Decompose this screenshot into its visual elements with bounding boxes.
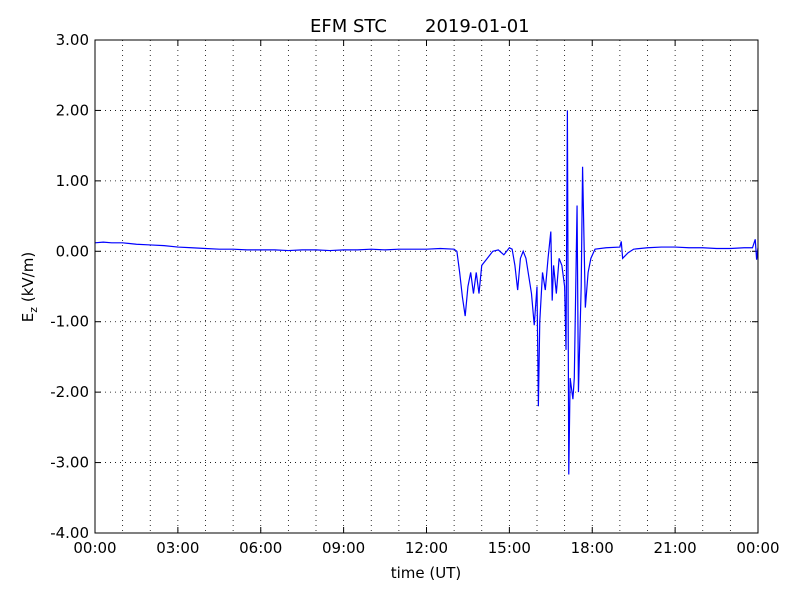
- chart-date: 2019-01-01: [425, 16, 530, 37]
- plot-frame: [94, 39, 759, 534]
- y-tick-label: -2.00: [50, 383, 89, 401]
- data-line: [94, 110, 759, 475]
- x-tick-label: 03:00: [156, 539, 199, 557]
- y-tick-label: -1.00: [50, 313, 89, 331]
- x-tick-label: 21:00: [654, 539, 697, 557]
- y-tick-label: 0.00: [56, 242, 89, 260]
- y-tick-label: 3.00: [56, 31, 89, 49]
- y-axis-label: Ez (kV/m): [19, 252, 40, 322]
- x-tick-label: 09:00: [322, 539, 365, 557]
- x-tick-label: 15:00: [488, 539, 531, 557]
- x-axis-label: time (UT): [391, 564, 462, 582]
- y-tick-label: -3.00: [50, 454, 89, 472]
- chart-title: EFM STC: [310, 16, 387, 37]
- y-tick-label: 2.00: [56, 101, 89, 119]
- x-tick-label: 00:00: [736, 539, 779, 557]
- x-tick-label: 06:00: [239, 539, 282, 557]
- y-tick-label: -4.00: [50, 524, 89, 542]
- x-tick-label: 00:00: [73, 539, 116, 557]
- x-tick-label: 18:00: [571, 539, 614, 557]
- y-tick-label: 1.00: [56, 172, 89, 190]
- x-tick-label: 12:00: [405, 539, 448, 557]
